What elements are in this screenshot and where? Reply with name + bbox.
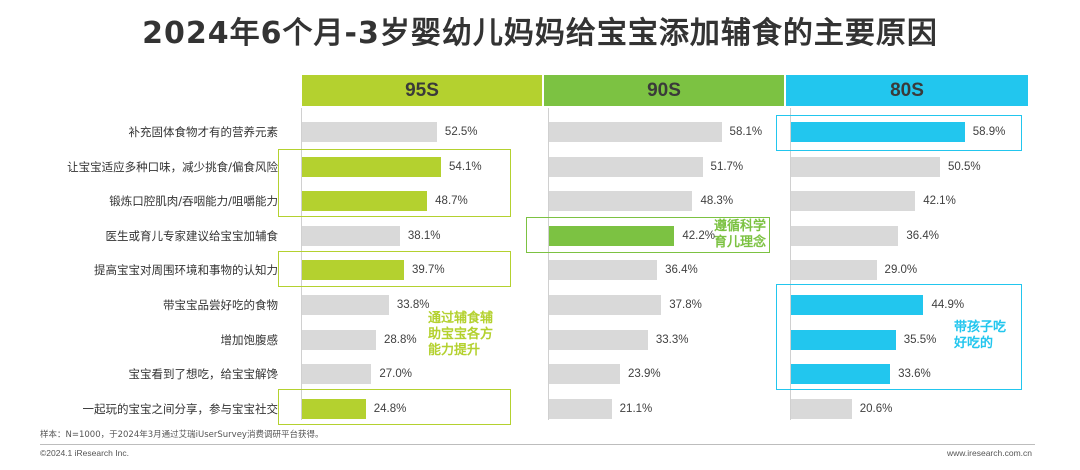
value-label-80s: 36.4% — [906, 229, 939, 242]
bar-80s — [791, 122, 965, 142]
value-label-95s: 39.7% — [412, 264, 445, 277]
bar-90s — [549, 122, 722, 142]
series-header-95s: 95S — [302, 75, 542, 106]
bar-95s — [302, 398, 366, 419]
annotation-line: 带孩子吃 — [954, 320, 1007, 335]
category-label: 宝宝看到了想吃，给宝宝解馋 — [128, 367, 279, 382]
value-label-90s: 58.1% — [729, 126, 763, 138]
value-label-80s: 29.0% — [884, 264, 918, 277]
value-label-90s: 51.7% — [710, 160, 744, 173]
highlight-box — [278, 149, 511, 217]
annotation-line: 能力提升 — [428, 343, 481, 358]
value-label-90s: 42.2% — [682, 229, 715, 242]
bar-80s — [791, 295, 924, 315]
value-label-95s: 24.8% — [373, 402, 407, 415]
bar-95s — [302, 364, 372, 385]
highlight-box — [776, 115, 1022, 151]
annotation-90s: 遵循科学 育儿理念 — [714, 219, 766, 251]
highlight-box — [526, 217, 770, 253]
value-label-95s: 28.8% — [384, 333, 417, 346]
bar-90s — [549, 398, 612, 419]
value-label-95s: 52.5% — [444, 126, 478, 138]
annotation-line: 通过辅食辅 — [428, 311, 494, 326]
annotation-95s: 通过辅食辅 助宝宝各方 能力提升 — [428, 311, 493, 359]
value-label-80s: 58.9% — [972, 126, 1006, 138]
value-label-90s: 21.1% — [619, 402, 653, 415]
annotation-line: 遵循科学 — [714, 219, 767, 234]
annotation-line: 好吃的 — [954, 336, 994, 351]
bar-90s — [549, 260, 658, 281]
annotation-80s: 带孩子吃 好吃的 — [954, 320, 1006, 352]
value-label-80s: 20.6% — [859, 402, 893, 415]
bar-80s — [791, 191, 916, 212]
bar-95s — [302, 191, 428, 212]
bar-95s — [302, 329, 377, 350]
highlight-box — [278, 251, 511, 287]
bar-95s — [302, 260, 405, 281]
bar-90s — [549, 191, 693, 212]
value-label-95s: 33.8% — [396, 299, 430, 311]
bar-80s — [791, 156, 940, 177]
category-label: 医生或育儿专家建议给宝宝加辅食 — [105, 228, 279, 243]
sample-note: 样本：N=1000，于2024年3月通过艾瑞iUserSurvey消费调研平台获… — [40, 430, 324, 440]
value-label-80s: 44.9% — [931, 299, 965, 311]
value-label-90s: 37.8% — [669, 299, 702, 311]
bar-95s — [302, 225, 400, 246]
annotation-line: 育儿理念 — [714, 235, 767, 250]
value-label-95s: 38.1% — [407, 229, 441, 242]
website: www.iresearch.com.cn — [946, 448, 1032, 458]
value-label-95s: 27.0% — [379, 368, 412, 381]
value-label-90s: 36.4% — [665, 264, 698, 277]
highlight-box — [278, 389, 511, 425]
value-label-90s: 33.3% — [655, 333, 689, 346]
bar-80s — [791, 398, 852, 419]
series-header-90s: 90S — [544, 75, 784, 106]
highlight-box — [776, 284, 1022, 390]
value-label-90s: 48.3% — [700, 195, 734, 208]
category-label: 提高宝宝对周围环境和事物的认知力 — [94, 263, 278, 278]
footer-divider — [40, 444, 1035, 445]
bar-95s — [302, 156, 442, 177]
bar-90s — [549, 329, 648, 350]
bar-95s — [302, 295, 389, 315]
value-label-80s: 33.6% — [898, 368, 931, 381]
bar-95s — [302, 122, 437, 142]
axis-line-95s — [301, 108, 302, 420]
bar-80s — [791, 364, 891, 385]
category-label: 补充固体食物才有的营养元素 — [128, 125, 279, 139]
bar-80s — [791, 260, 877, 281]
copyright: ©2024.1 iResearch Inc. — [40, 448, 129, 458]
chart-title: 2024年6个月-3岁婴幼儿妈妈给宝宝添加辅食的主要原因 — [142, 16, 938, 51]
bar-80s — [791, 225, 899, 246]
bar-90s — [549, 156, 703, 177]
value-label-95s: 54.1% — [449, 160, 482, 173]
annotation-line: 助宝宝各方 — [428, 327, 494, 342]
axis-line-90s — [548, 108, 549, 420]
bar-90s — [549, 364, 620, 385]
bar-90s — [549, 295, 662, 315]
category-label: 带宝宝品尝好吃的食物 — [163, 298, 278, 312]
value-label-90s: 23.9% — [627, 368, 661, 381]
bar-90s — [549, 225, 675, 246]
category-label: 锻炼口腔肌肉/吞咽能力/咀嚼能力 — [109, 194, 278, 209]
category-label: 增加饱腹感 — [220, 332, 279, 347]
value-label-80s: 35.5% — [903, 333, 937, 346]
series-header-80s: 80S — [786, 75, 1028, 106]
value-label-95s: 48.7% — [435, 195, 468, 208]
value-label-80s: 42.1% — [923, 195, 956, 208]
category-label: 让宝宝适应多种口味，减少挑食/偏食风险 — [67, 159, 278, 174]
value-label-80s: 50.5% — [947, 160, 981, 173]
axis-line-80s — [790, 108, 791, 420]
category-label: 一起玩的宝宝之间分享，参与宝宝社交 — [82, 401, 279, 416]
bar-80s — [791, 329, 896, 350]
